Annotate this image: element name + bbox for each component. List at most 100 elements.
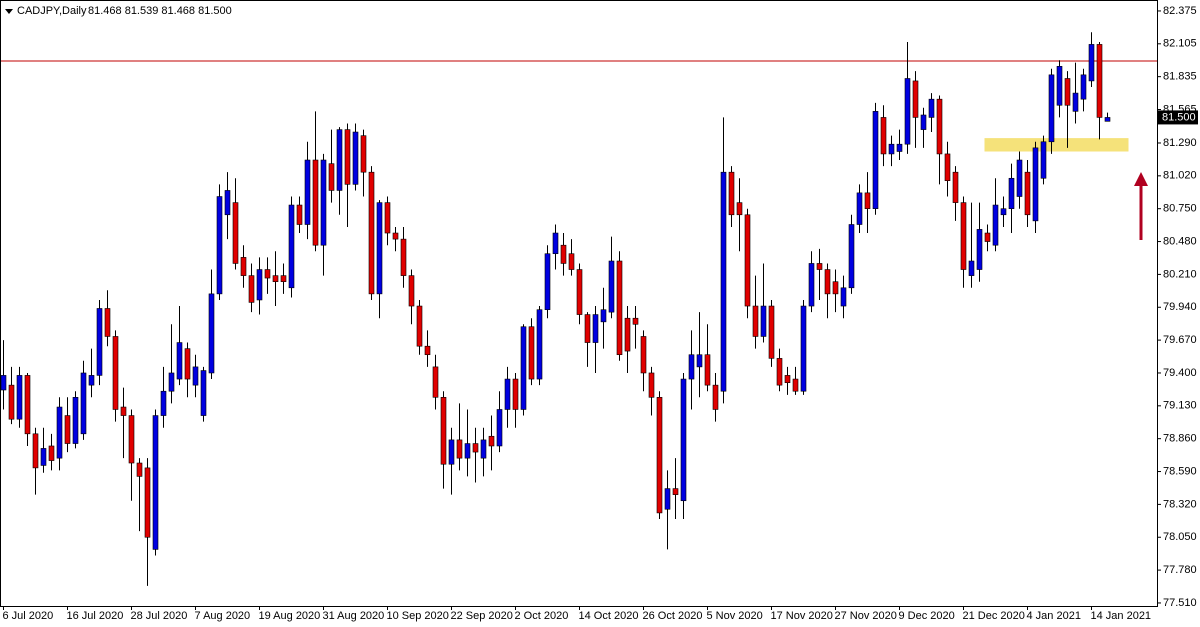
candle-body [88, 375, 95, 386]
candle-body [728, 171, 735, 216]
candle-body [160, 390, 167, 416]
candle-body [344, 129, 351, 185]
y-tick-label: 81.290 [1163, 137, 1197, 149]
candle-body [320, 159, 327, 246]
y-tick-label: 80.750 [1163, 203, 1197, 215]
candle-body [656, 397, 663, 514]
candle-body [936, 98, 943, 155]
candle-body [392, 232, 399, 240]
candle-body [744, 214, 751, 307]
candle-body [400, 238, 407, 276]
candle-body [1088, 44, 1095, 82]
candle-body [152, 415, 159, 550]
x-tick-label: 26 Oct 2020 [643, 610, 703, 622]
candle-body [1032, 147, 1039, 222]
candle-body [776, 358, 783, 386]
candle-body [576, 269, 583, 315]
candle-body [1048, 74, 1055, 143]
x-tick-label: 5 Nov 2020 [707, 610, 763, 622]
candle-body [840, 287, 847, 307]
last-price-box [1158, 110, 1198, 125]
symbol-title: CADJPY,Daily [17, 5, 87, 17]
candle-body [592, 314, 599, 343]
candle-body [368, 171, 375, 295]
candle-body [0, 375, 7, 391]
plot [0, 32, 1157, 586]
candle-body [408, 275, 415, 307]
x-tick-label: 7 Aug 2020 [195, 610, 251, 622]
candle-body [72, 397, 79, 444]
candle-body [16, 375, 23, 420]
candle-body [824, 269, 831, 295]
candle-body [264, 269, 271, 279]
candle-body [432, 366, 439, 398]
ohlc-text: 81.468 81.539 81.468 81.500 [88, 5, 232, 17]
candle-body [304, 159, 311, 225]
candle-body [1096, 44, 1103, 118]
candle-body [712, 384, 719, 410]
candle-body [816, 263, 823, 270]
candle-body [632, 317, 639, 325]
x-tick-label: 17 Nov 2020 [771, 610, 833, 622]
candle-body [512, 378, 519, 410]
candle-body [480, 439, 487, 459]
x-tick-label: 4 Jan 2021 [1027, 610, 1081, 622]
y-tick-label: 79.130 [1163, 400, 1197, 412]
candle-body [384, 202, 391, 234]
x-tick-label: 2 Oct 2020 [515, 610, 569, 622]
candle-body [1072, 92, 1079, 112]
candle-body [608, 260, 615, 313]
candle-body [352, 131, 359, 185]
candle-body [624, 317, 631, 352]
y-tick-label: 82.375 [1163, 5, 1197, 17]
candle-body [952, 171, 959, 203]
candle-body [984, 232, 991, 242]
x-tick-label: 16 Jul 2020 [67, 610, 124, 622]
candle-body [896, 143, 903, 152]
candle-body [888, 143, 895, 155]
candle-body [856, 192, 863, 225]
candle-body [672, 488, 679, 495]
candle-body [48, 445, 55, 461]
candle-body [768, 305, 775, 359]
candle-body [136, 462, 143, 477]
x-tick-label: 27 Nov 2020 [835, 610, 897, 622]
x-tick-label: 6 Jul 2020 [3, 610, 54, 622]
candle-body [456, 439, 463, 459]
candle-body [416, 305, 423, 347]
candle-body [312, 159, 319, 246]
x-tick-label: 31 Aug 2020 [323, 610, 385, 622]
candle-body [24, 375, 31, 435]
candle-body [464, 443, 471, 459]
candle-body [96, 308, 103, 376]
candle-body [472, 443, 479, 453]
candle-body [280, 275, 287, 283]
y-tick-label: 78.860 [1163, 433, 1197, 445]
candle-body [976, 229, 983, 270]
candle-body [960, 202, 967, 270]
candle-body [784, 375, 791, 384]
candle-body [336, 129, 343, 191]
x-tick-label: 9 Dec 2020 [899, 610, 955, 622]
x-tick-label: 14 Oct 2020 [579, 610, 639, 622]
y-tick-label: 81.020 [1163, 170, 1197, 182]
y-tick-label: 80.480 [1163, 235, 1197, 247]
candle-body [752, 305, 759, 337]
candle-body [792, 378, 799, 392]
candle-body [1080, 74, 1087, 100]
candle-body [800, 305, 807, 392]
candle-body [760, 305, 767, 337]
candle-body [80, 372, 87, 435]
y-tick-label: 79.670 [1163, 334, 1197, 346]
y-tick-label: 78.590 [1163, 465, 1197, 477]
candle-body [880, 117, 887, 155]
candle-body [1016, 159, 1023, 197]
candle-body [112, 336, 119, 410]
last-price-label: 81.500 [1162, 111, 1196, 123]
candle-body [1008, 177, 1015, 209]
candle-body [552, 232, 559, 255]
candle-body [680, 378, 687, 502]
candle-body [104, 308, 111, 337]
candle-body [144, 467, 151, 538]
candle-body [192, 366, 199, 386]
